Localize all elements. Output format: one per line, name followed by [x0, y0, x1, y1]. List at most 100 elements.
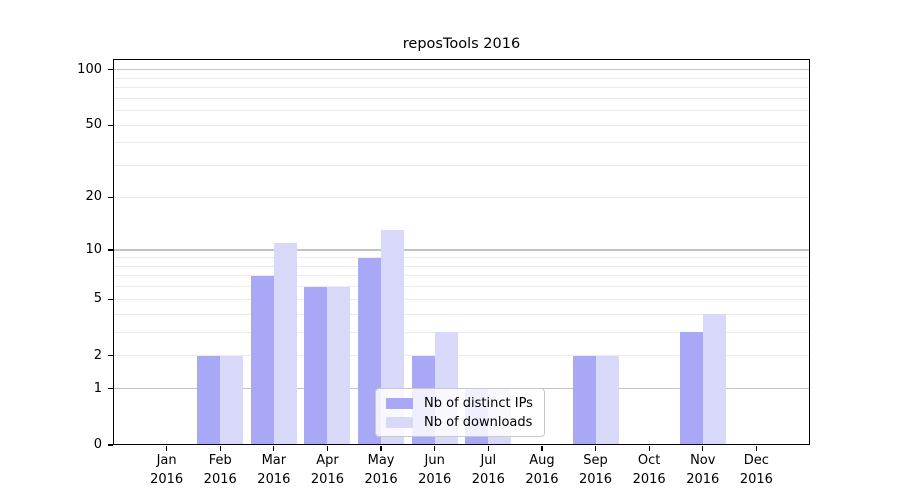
gridline-minor [114, 196, 809, 198]
bar-downloads-nov [702, 314, 726, 444]
x-axis-tick [273, 446, 275, 451]
y-tick-label: 10 [85, 241, 102, 257]
x-tick-year: 2016 [257, 472, 291, 487]
x-tick-month: Feb [208, 453, 232, 468]
gridline-minor [114, 142, 809, 144]
legend-swatch-downloads-icon [386, 416, 413, 428]
x-tick-year: 2016 [686, 472, 720, 487]
x-tick-label: Mar 2016 [246, 451, 302, 489]
bar-downloads-apr [327, 286, 351, 444]
gridline-minor [114, 355, 809, 357]
x-tick-month: Sep [583, 453, 608, 468]
x-tick-month: Aug [529, 453, 555, 468]
y-axis-tick [108, 68, 113, 71]
bar-downloads-sep [595, 355, 619, 444]
legend-item-distinct-ips: Nb of distinct IPs [386, 396, 536, 411]
y-tick-label: 20 [85, 189, 102, 205]
x-tick-year: 2016 [739, 472, 773, 487]
bar-downloads-mar [273, 242, 297, 444]
gridline-minor [114, 275, 809, 277]
y-axis-tick [108, 196, 113, 198]
x-tick-year: 2016 [310, 472, 344, 487]
gridline-major [114, 249, 809, 251]
gridline-minor [114, 77, 809, 79]
bar-downloads-feb [220, 355, 244, 444]
gridline-minor [114, 97, 809, 99]
x-tick-month: Jul [480, 453, 497, 468]
y-tick-label: 0 [93, 437, 102, 452]
y-tick-label: 5 [93, 291, 102, 307]
gridline-minor [114, 165, 809, 167]
y-tick-label: 1 [93, 380, 102, 396]
gridline-minor [114, 331, 809, 333]
x-axis-tick [380, 446, 382, 451]
x-tick-month: Dec [743, 453, 769, 468]
x-axis-tick [648, 446, 650, 451]
x-axis-tick [434, 446, 436, 451]
x-tick-label: Sep 2016 [568, 451, 624, 489]
x-tick-label: Dec 2016 [728, 451, 784, 489]
x-axis-tick [326, 446, 329, 451]
x-tick-year: 2016 [471, 472, 505, 487]
x-tick-year: 2016 [418, 472, 452, 487]
x-tick-label: Feb 2016 [192, 451, 248, 489]
legend-swatch-distinct-ips-icon [386, 397, 413, 409]
gridline-major [114, 69, 809, 71]
y-axis-tick [108, 249, 113, 251]
y-tick-label: 2 [93, 347, 102, 363]
x-axis-tick [219, 446, 221, 451]
bar-distinct-ips-apr [304, 286, 328, 444]
x-axis-tick [541, 446, 543, 451]
x-tick-year: 2016 [578, 472, 613, 487]
legend: Nb of distinct IPs Nb of downloads [375, 388, 545, 437]
bar-distinct-ips-mar [250, 275, 274, 444]
x-tick-label: Aug 2016 [514, 451, 570, 489]
x-tick-month: May [367, 453, 395, 468]
x-tick-label: Jun 2016 [407, 451, 463, 489]
y-axis-tick [108, 124, 113, 126]
y-axis-tick [108, 355, 113, 357]
x-tick-label: Jul 2016 [460, 451, 516, 489]
bar-distinct-ips-sep [572, 355, 596, 444]
x-tick-year: 2016 [525, 472, 559, 487]
x-tick-label: May 2016 [353, 451, 409, 489]
x-tick-month: Mar [261, 453, 287, 468]
x-tick-label: Oct 2016 [621, 451, 677, 489]
x-axis-tick [755, 446, 757, 451]
y-axis-tick [108, 444, 113, 446]
gridline-minor [114, 265, 809, 267]
x-tick-label: Nov 2016 [675, 451, 731, 489]
x-tick-month: Oct [637, 453, 661, 468]
x-tick-label: Apr 2016 [299, 451, 355, 489]
x-tick-month: Jan [156, 453, 177, 468]
x-tick-year: 2016 [150, 472, 184, 487]
legend-label-distinct-ips: Nb of distinct IPs [424, 395, 533, 411]
gridline-minor [114, 124, 809, 126]
chart-title: reposTools 2016 [402, 36, 521, 52]
gridline-minor [114, 313, 809, 315]
x-tick-month: Jun [424, 453, 445, 468]
x-tick-year: 2016 [203, 472, 237, 487]
bar-distinct-ips-feb [197, 355, 221, 444]
y-axis-tick [108, 298, 113, 300]
x-tick-year: 2016 [632, 472, 666, 487]
y-tick-label: 50 [85, 117, 102, 133]
gridline-minor [114, 87, 809, 88]
gridline-minor [114, 298, 809, 300]
legend-item-downloads: Nb of downloads [386, 415, 536, 430]
legend-label-downloads: Nb of downloads [424, 414, 533, 430]
x-axis-tick [702, 446, 704, 451]
y-axis-tick [108, 388, 113, 390]
x-tick-month: Apr [316, 453, 339, 468]
gridline-minor [114, 257, 809, 259]
x-axis-tick [594, 446, 597, 451]
plot-border [113, 59, 810, 445]
x-tick-year: 2016 [364, 472, 398, 487]
bar-distinct-ips-nov [679, 332, 703, 444]
x-tick-label: Jan 2016 [139, 451, 195, 489]
x-tick-month: Nov [690, 453, 716, 468]
gridline-minor [114, 110, 809, 112]
gridline-minor [114, 286, 809, 288]
x-axis-tick [166, 446, 168, 451]
